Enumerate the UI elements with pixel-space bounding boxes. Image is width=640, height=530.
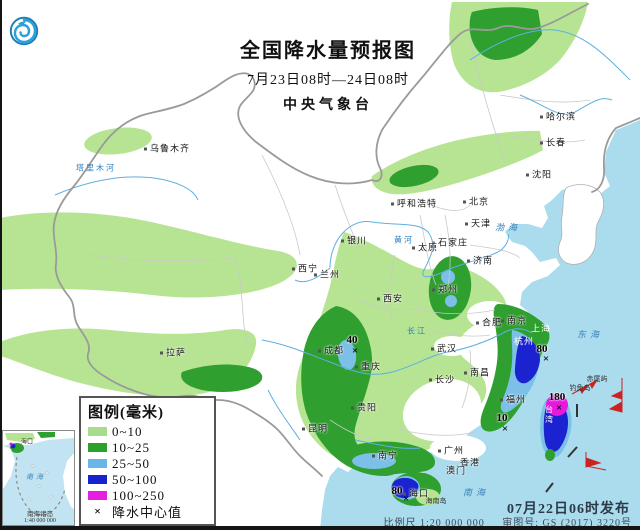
- river-label-tarim: 塔里木河: [76, 163, 116, 173]
- legend-swatch-25-50: [88, 459, 107, 468]
- map-scale-and-approval: 比例尺 1:20 000 000 审图号: GS (2017) 3220号: [383, 514, 632, 529]
- legend-swatch-100-250: [88, 491, 107, 500]
- city-label-beijing: 北京: [462, 196, 490, 207]
- inset-sea-label: 南海: [26, 473, 46, 481]
- page-title: 全国降水量预报图: [240, 40, 416, 62]
- source-agency: 中央气象台: [283, 98, 373, 113]
- city-label-chongqing: 重庆: [354, 361, 382, 372]
- province-borders: [89, 39, 591, 441]
- island-label-chiwei: 赤尾屿: [586, 375, 608, 383]
- precip-center-x-icon: ×: [402, 493, 410, 505]
- city-label-guiyang: 贵阳: [350, 402, 378, 413]
- city-label-fuzhou: 福州: [499, 394, 527, 405]
- city-label-shenyang: 沈阳: [525, 169, 553, 180]
- bottom-edge-bar: [0, 526, 640, 530]
- x-marker-icon: ×: [94, 504, 101, 518]
- city-label-changsha: 长沙: [428, 374, 456, 385]
- city-label-tianjin: 天津: [464, 218, 492, 229]
- inset-map-graphic: [3, 431, 74, 516]
- precip-center-x-icon: ×: [351, 345, 359, 357]
- legend-item: 100~250: [88, 488, 208, 503]
- legend-item: 50~100: [88, 472, 208, 487]
- city-label-kunming: 昆明: [301, 423, 329, 434]
- legend-item: 10~25: [88, 440, 208, 455]
- sea-boundary-dash: [545, 404, 578, 493]
- city-label-nanchang: 南昌: [463, 367, 491, 378]
- city-label-nanjing: 南京: [500, 315, 528, 326]
- legend: 图例(毫米) 0~10 10~25 25~50 50~100 100~250 ×…: [79, 396, 216, 526]
- precip-center-x-icon: ×: [542, 353, 550, 365]
- river-label-huanghe: 黄河: [394, 235, 414, 245]
- sea-label-donghai: 东海: [576, 329, 604, 340]
- city-label-hangzhou: 杭州: [513, 336, 535, 347]
- legend-title: 图例(毫米): [88, 405, 164, 421]
- map-scale: 比例尺 1:20 000 000: [383, 518, 485, 529]
- rain-area-50-100: [392, 336, 569, 499]
- city-label-wuhan: 武汉: [430, 343, 458, 354]
- rain-area-100-250: [546, 394, 568, 416]
- rain-free-pockets: [402, 301, 513, 461]
- river-label-changjiang: 长江: [407, 326, 427, 336]
- city-label-hohhot: 呼和浩特: [390, 198, 438, 209]
- city-label-nanning: 南宁: [371, 450, 399, 461]
- city-label-lhasa: 拉萨: [159, 347, 187, 358]
- city-label-yinchuan: 银川: [340, 235, 368, 246]
- inset-islands-label: 南海诸岛: [27, 511, 53, 518]
- city-label-chengdu: 成都: [317, 345, 345, 356]
- city-label-hongkong: 香港: [459, 457, 481, 468]
- legend-item: 0~10: [88, 424, 208, 439]
- precip-center-value: 180: [548, 391, 566, 403]
- city-label-xining: 西宁: [291, 263, 319, 274]
- national-border: [52, 3, 640, 477]
- island-marker-icon: [571, 378, 623, 471]
- precip-center-value: 40: [346, 334, 358, 346]
- inset-scale: 1:40 000 000: [24, 518, 56, 524]
- city-label-urumqi: 乌鲁木齐: [143, 143, 191, 154]
- approval-number: 审图号: GS (2017) 3220号: [502, 518, 632, 529]
- cma-logo-icon: [9, 16, 39, 46]
- precip-center-value: 10: [496, 412, 508, 424]
- city-label-lanzhou: 兰州: [313, 269, 341, 280]
- legend-item-marker: × 降水中心值: [88, 504, 208, 520]
- city-label-macau: 澳门: [445, 465, 467, 476]
- island-label-diaoyu: 钓鱼岛: [569, 384, 591, 392]
- legend-item: 25~50: [88, 456, 208, 471]
- left-edge-bar: [0, 0, 2, 530]
- city-label-zhengzhou: 郑州: [431, 284, 459, 295]
- island-label-hainan: 海南岛: [425, 497, 447, 505]
- island-label-taiwan: 台湾: [544, 405, 554, 425]
- city-label-taiyuan: 太原: [411, 242, 439, 253]
- publish-time: 07月22日06时发布: [507, 502, 630, 517]
- city-label-guangzhou: 广州: [437, 445, 465, 456]
- city-label-shijiazhuang: 石家庄: [431, 237, 469, 248]
- rivers: [54, 29, 631, 449]
- sea-label-nanhai: 南海: [462, 487, 490, 498]
- south-china-sea-inset-map: 海口 南海 南海诸岛 1:40 000 000: [2, 430, 75, 526]
- precip-center-x-icon: ×: [555, 402, 563, 414]
- legend-swatch-50-100: [88, 475, 107, 484]
- forecast-period: 7月23日08时—24日08时: [247, 73, 409, 88]
- city-label-harbin: 哈尔滨: [539, 111, 577, 122]
- taiwan-south-green: [545, 449, 555, 461]
- legend-swatch-0-10: [88, 427, 107, 436]
- city-label-changchun: 长春: [539, 137, 567, 148]
- precip-center-value: 80: [391, 485, 403, 497]
- city-label-jinan: 济南: [466, 255, 494, 266]
- city-label-hefei: 合肥: [475, 317, 503, 328]
- inset-city-haikou: 海口: [20, 439, 34, 446]
- city-label-haikou: 海口: [402, 488, 430, 499]
- city-label-shanghai: 上海: [530, 323, 552, 334]
- precip-center-value: 80: [536, 343, 548, 355]
- title-block: 全国降水量预报图 7月23日08时—24日08时 中央气象台: [168, 34, 488, 114]
- sea-label-bohai: 渤海: [494, 222, 522, 233]
- legend-swatch-10-25: [88, 443, 107, 452]
- city-label-xian: 西安: [376, 293, 404, 304]
- precip-center-x-icon: ×: [501, 423, 509, 435]
